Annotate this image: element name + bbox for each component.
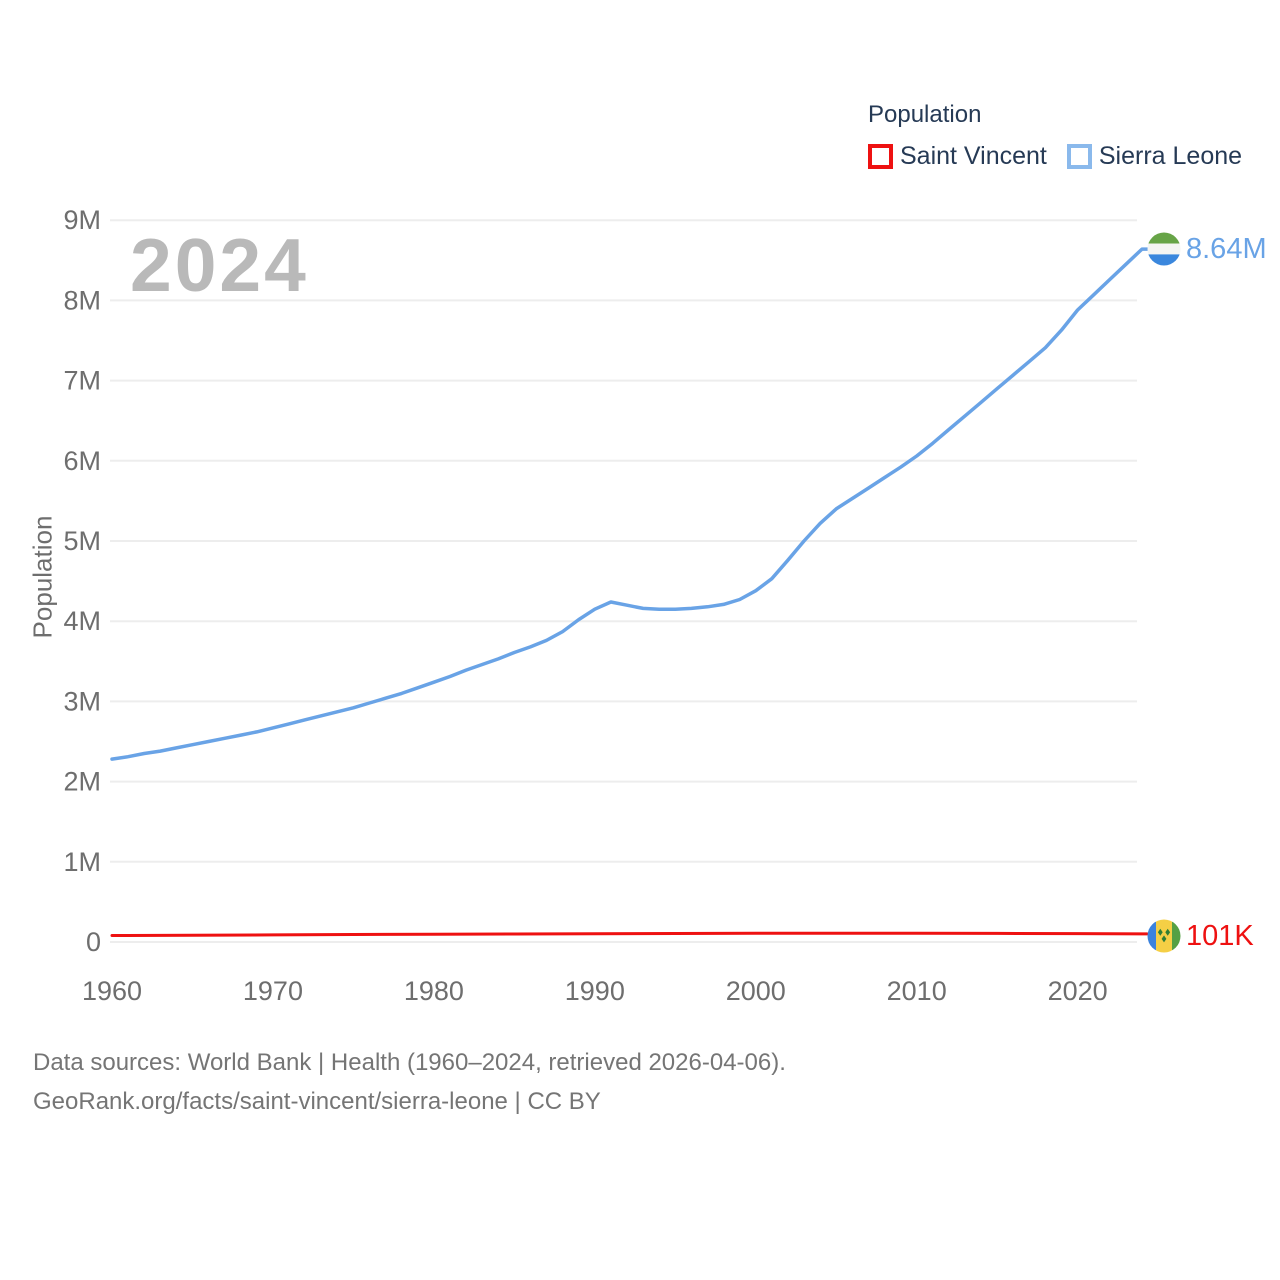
series-line-sierra-leone <box>110 247 1149 761</box>
y-tick-8M: 8M <box>63 285 101 315</box>
saint-vincent-end-label: 101K <box>1147 919 1254 953</box>
sierra-leone-end-value: 8.64M <box>1186 232 1267 265</box>
legend-item-sierra-leone[interactable]: Sierra Leone <box>1066 142 1243 171</box>
x-tick-1970: 1970 <box>243 976 303 1006</box>
x-tick-2020: 2020 <box>1048 976 1108 1006</box>
legend-item-saint-vincent[interactable]: Saint Vincent <box>868 142 1047 171</box>
x-tick-1980: 1980 <box>404 976 464 1006</box>
y-tick-2M: 2M <box>63 767 101 797</box>
y-tick-1M: 1M <box>63 847 101 877</box>
footer-attribution: GeoRank.org/facts/saint-vincent/sierra-l… <box>33 1088 601 1115</box>
legend-items: Saint Vincent Sierra Leone <box>868 142 1242 171</box>
sierra-leone-end-label: 8.64M <box>1147 232 1267 266</box>
sierra-leone-flag-icon <box>1147 232 1181 266</box>
legend-title: Population <box>868 101 982 128</box>
legend-swatch-sierra-leone <box>1066 144 1092 169</box>
series-line-saint-vincent <box>110 931 1149 937</box>
y-tick-0: 0 <box>86 927 101 957</box>
line-chart-plot: 0 1M 2M 3M 4M 5M 6M 7M 8M 9M 1960 1970 1980 1990 2000 2… <box>63 205 1149 1006</box>
year-watermark: 2024 <box>130 223 309 307</box>
y-axis-title: Population <box>27 515 58 639</box>
saint-vincent-end-value: 101K <box>1186 919 1254 952</box>
x-tick-2000: 2000 <box>726 976 786 1006</box>
y-tick-3M: 3M <box>63 686 101 716</box>
footer-data-sources: Data sources: World Bank | Health (1960–… <box>33 1049 786 1076</box>
saint-vincent-flag-icon <box>1147 919 1181 953</box>
y-tick-9M: 9M <box>63 205 101 235</box>
legend: Population Saint Vincent Sierra Leone <box>868 100 1242 171</box>
y-tick-6M: 6M <box>63 446 101 476</box>
footer: Data sources: World Bank | Health (1960–… <box>33 1043 786 1121</box>
x-tick-1960: 1960 <box>82 976 142 1006</box>
legend-label-saint-vincent: Saint Vincent <box>900 142 1047 170</box>
legend-label-sierra-leone: Sierra Leone <box>1098 142 1243 170</box>
x-tick-2010: 2010 <box>887 976 947 1006</box>
legend-swatch-saint-vincent <box>868 144 893 169</box>
y-tick-4M: 4M <box>63 606 101 636</box>
x-tick-1990: 1990 <box>565 976 625 1006</box>
y-tick-7M: 7M <box>63 366 101 396</box>
y-tick-5M: 5M <box>63 526 101 556</box>
